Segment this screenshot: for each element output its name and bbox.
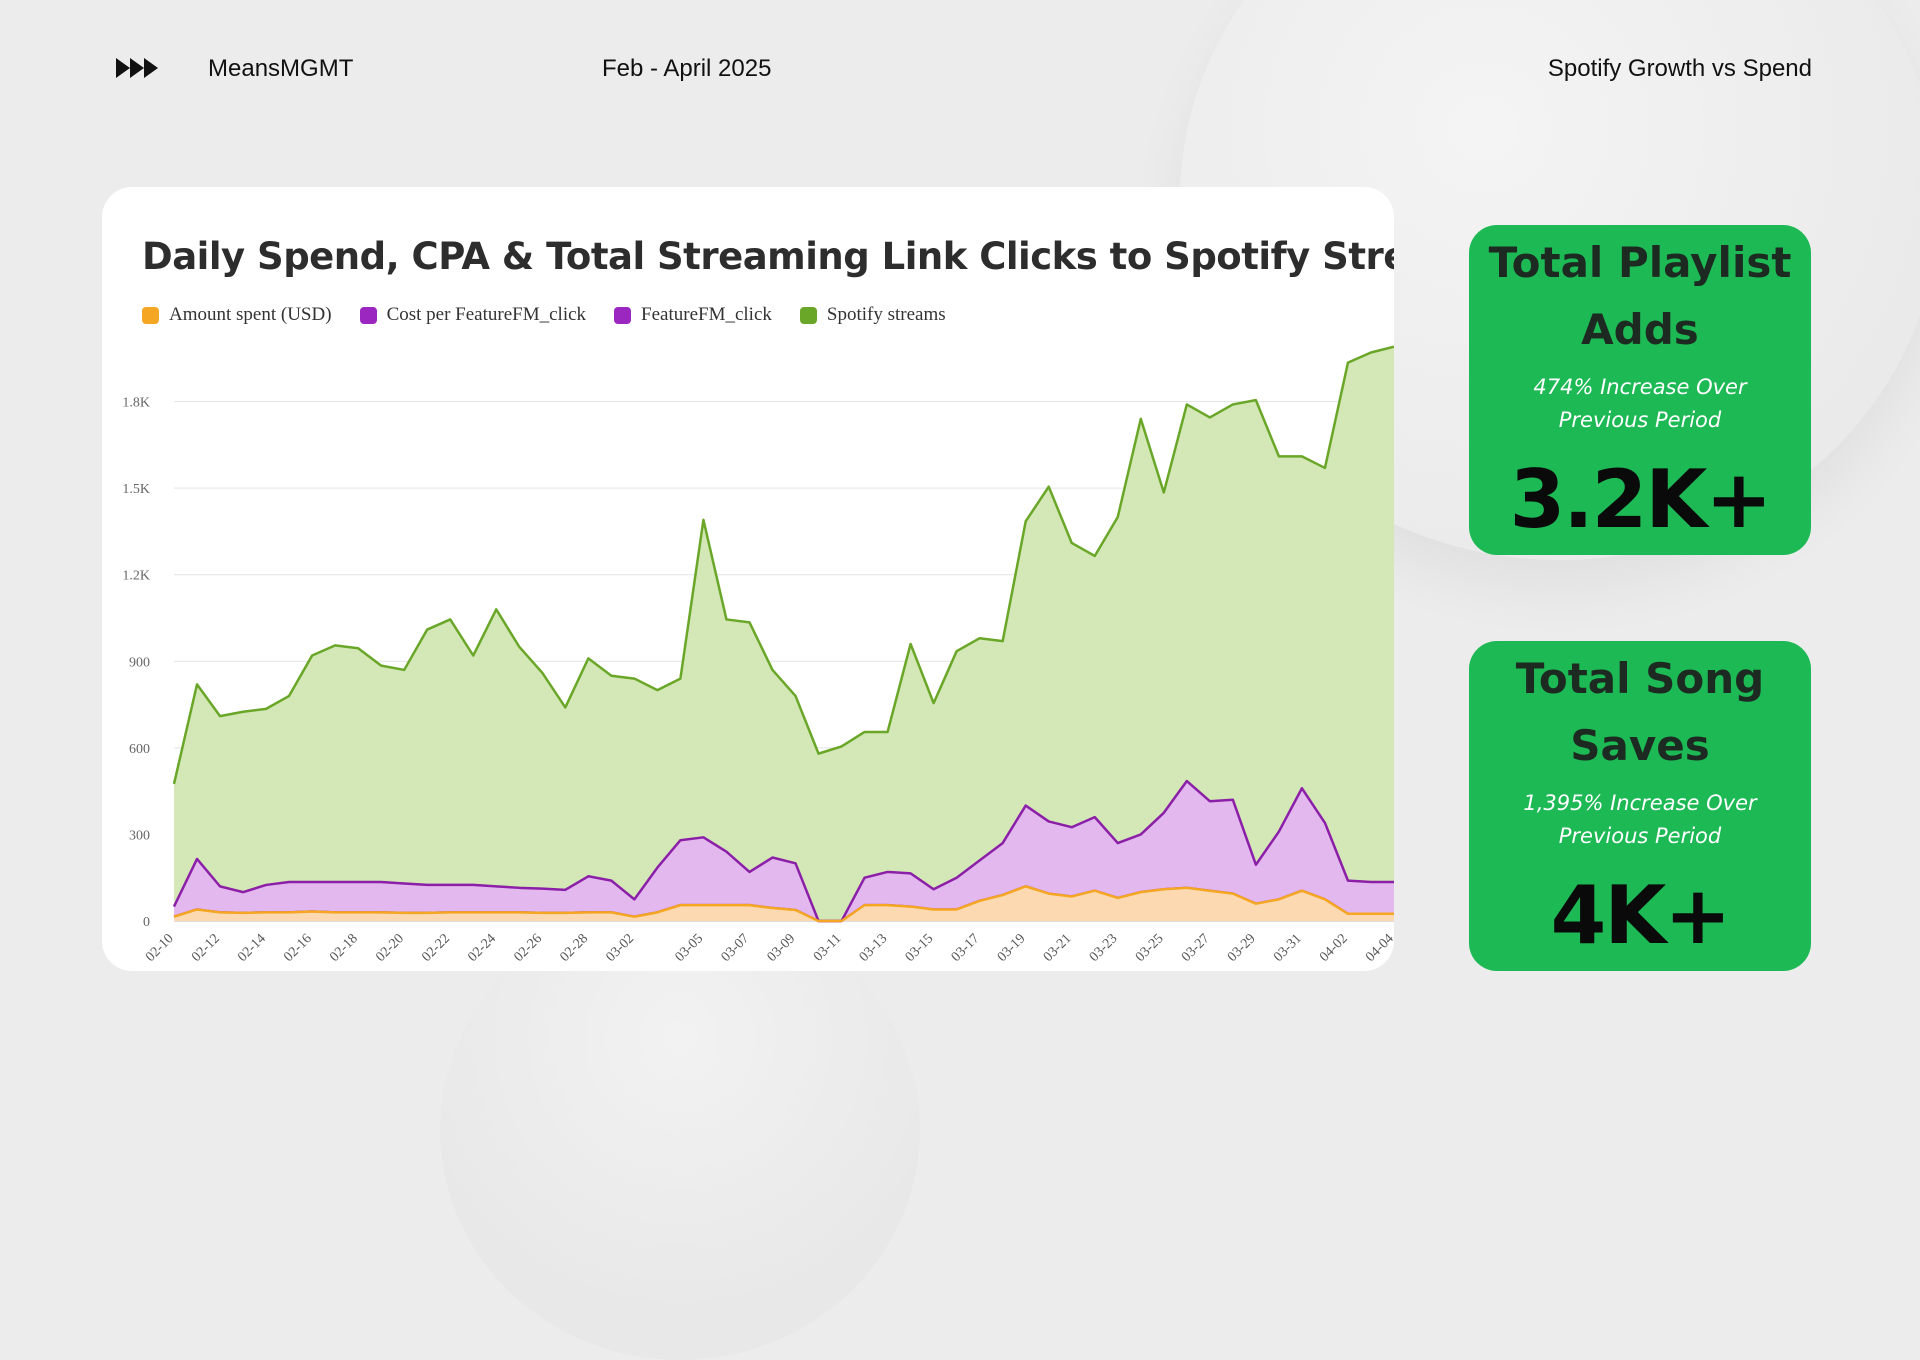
line-amount-spent-usd- — [173, 885, 1394, 923]
x-tick-label: 03-13 — [857, 931, 891, 965]
legend-swatch — [614, 306, 632, 324]
x-tick-label: 03-05 — [673, 931, 707, 965]
x-tick-label: 02-14 — [235, 931, 269, 965]
x-tick-label: 02-24 — [465, 931, 499, 965]
brand-name: MeansMGMT — [208, 55, 354, 82]
y-tick-label: 600 — [129, 742, 150, 757]
y-tick-label: 0 — [143, 915, 150, 930]
report-topic: Spotify Growth vs Spend — [1547, 55, 1812, 82]
stat-card-playlist-adds: Total Playlist Adds 474% Increase Over P… — [1469, 225, 1811, 555]
x-tick-label: 03-02 — [603, 931, 637, 965]
x-tick-label: 03-21 — [1041, 931, 1075, 965]
x-tick-label: 03-25 — [1133, 931, 1167, 965]
x-tick-label: 04-04 — [1363, 931, 1394, 965]
y-tick-label: 1.8K — [122, 396, 150, 411]
x-tick-label: 02-16 — [281, 931, 315, 965]
x-tick-label: 02-22 — [419, 931, 453, 965]
legend-swatch — [142, 306, 159, 324]
x-tick-label: 02-20 — [373, 931, 407, 965]
x-tick-label: 03-11 — [811, 931, 844, 964]
x-tick-label: 02-18 — [327, 931, 361, 965]
x-tick-label: 03-15 — [903, 931, 937, 965]
chart-card: 0 300 600 900 1.2K 1.5K 1.8K 02-10 02-12 02-14 02-… — [102, 187, 1394, 971]
y-tick-label: 900 — [129, 655, 150, 670]
x-tick-label: 03-09 — [765, 931, 799, 965]
stat-title-line: Saves — [1570, 721, 1710, 770]
x-tick-label: 03-27 — [1179, 931, 1213, 965]
stat-card-song-saves: Total Song Saves 1,395% Increase Over Pr… — [1469, 641, 1811, 971]
x-tick-label: 04-02 — [1317, 931, 1351, 965]
report-period: Feb - April 2025 — [602, 55, 772, 82]
x-tick-label: 02-10 — [143, 931, 177, 965]
stat-subtitle-line: Previous Period — [1558, 824, 1722, 848]
chart-legend: Amount spent (USD) Cost per FeatureFM_cl… — [142, 304, 946, 326]
stat-title-line: Total Song — [1515, 654, 1765, 703]
x-tick-label: 03-19 — [995, 931, 1029, 965]
line-spotify-streams — [172, 345, 1394, 785]
stat-subtitle: 474% Increase Over Previous Period — [1469, 371, 1811, 437]
legend-label: Spotify streams — [826, 304, 946, 325]
line-featurefm-click — [172, 779, 1394, 923]
x-tick-label: 02-12 — [189, 931, 223, 965]
stat-subtitle-line: 474% Increase Over — [1533, 375, 1747, 399]
legend-item-amount-spent[interactable]: Amount spent (USD) — [142, 304, 332, 326]
legend-item-featurefm-click[interactable]: FeatureFM_click — [614, 304, 772, 326]
legend-label: Cost per FeatureFM_click — [386, 304, 587, 325]
stat-title-line: Adds — [1581, 305, 1699, 354]
legend-swatch — [359, 306, 377, 324]
stat-subtitle-line: 1,395% Increase Over — [1523, 791, 1757, 815]
x-tick-label: 02-26 — [511, 931, 545, 965]
legend-swatch — [799, 306, 817, 324]
legend-label: FeatureFM_click — [641, 304, 772, 325]
stat-subtitle: 1,395% Increase Over Previous Period — [1469, 787, 1811, 853]
x-tick-label: 03-23 — [1087, 931, 1121, 965]
stat-title: Total Song Saves — [1469, 645, 1811, 779]
y-tick-label: 300 — [129, 828, 150, 843]
stat-value: 4K+ — [1550, 869, 1732, 962]
stat-subtitle-line: Previous Period — [1558, 408, 1722, 432]
legend-item-cost-per-click[interactable]: Cost per FeatureFM_click — [359, 304, 587, 326]
chart-title: Daily Spend, CPA & Total Streaming Link … — [142, 235, 1394, 278]
y-tick-label: 1.5K — [122, 482, 150, 497]
legend-item-spotify-streams[interactable]: Spotify streams — [799, 304, 946, 326]
fast-forward-logo-icon — [116, 58, 158, 78]
x-tick-label: 02-28 — [557, 931, 591, 965]
stat-value: 3.2K+ — [1509, 453, 1773, 546]
x-tick-label: 03-17 — [949, 931, 983, 965]
area-chart: 0 300 600 900 1.2K 1.5K 1.8K 02-10 02-12 02-14 02-… — [122, 345, 1394, 965]
y-tick-label: 1.2K — [122, 569, 150, 584]
area-spotify-streams — [174, 346, 1394, 921]
stat-title: Total Playlist Adds — [1469, 229, 1811, 363]
x-tick-label: 03-29 — [1225, 931, 1259, 965]
stat-title-line: Total Playlist — [1488, 238, 1792, 287]
header: MeansMGMT Feb - April 2025 Spotify Growt… — [0, 0, 1920, 140]
legend-label: Amount spent (USD) — [169, 304, 332, 325]
x-tick-label: 03-31 — [1271, 931, 1305, 965]
x-tick-label: 03-07 — [719, 931, 753, 965]
